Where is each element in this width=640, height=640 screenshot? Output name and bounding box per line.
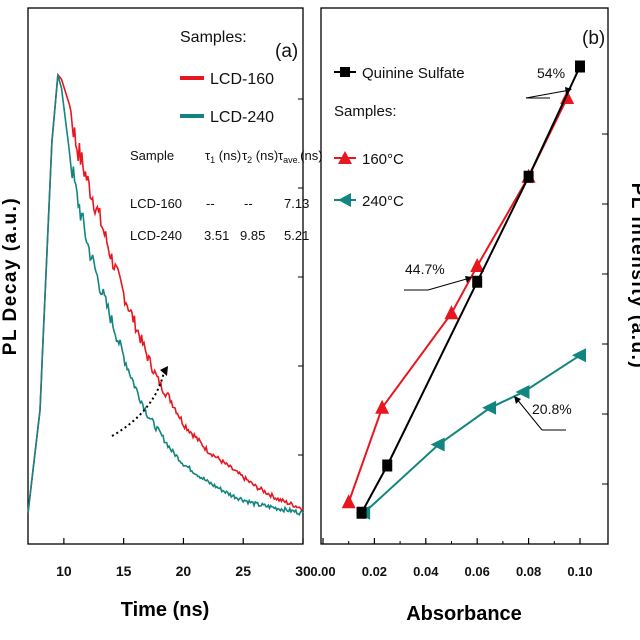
table-cell: -- xyxy=(244,196,253,211)
annotation-54-arrow xyxy=(525,89,571,99)
panel-b-xlabel: Absorbance xyxy=(406,603,522,625)
panel-b-x-ticks: 0.00 0.02 0.04 0.06 0.08 0.10 xyxy=(310,538,593,579)
panel-a: 10 15 20 25 30 (a) Samples: LCD-160 LCD-240 … xyxy=(0,7,323,621)
panel-b-y-ticks xyxy=(602,133,608,485)
data-point xyxy=(523,170,534,183)
x-tick-label: 0.06 xyxy=(465,564,490,579)
table-header-sample: Sample xyxy=(130,148,174,163)
x-tick-label: 20 xyxy=(176,563,192,579)
data-point xyxy=(572,348,586,363)
panel-b-series xyxy=(341,60,586,520)
annotation-20-8-arrow xyxy=(515,397,543,431)
panel-a-label: (a) xyxy=(275,41,298,62)
x-tick-label: 0.08 xyxy=(516,564,541,579)
series-line-240-c xyxy=(363,354,581,514)
table-cell: 3.51 xyxy=(204,228,229,243)
legend-marker-160c xyxy=(338,151,352,164)
data-point xyxy=(470,258,485,272)
x-tick-label: 30 xyxy=(295,563,311,579)
annotation-54-arrowhead xyxy=(565,87,572,94)
annotation-54: 54% xyxy=(537,65,565,81)
panel-b-ylabel: PL Intensity (a.u.) xyxy=(627,183,640,370)
data-point xyxy=(444,305,459,320)
panel-a-y-ticks xyxy=(298,98,303,456)
table-header-tau1: τ1 (ns) xyxy=(205,148,241,165)
table-cell: LCD-160 xyxy=(130,196,182,211)
x-tick-label: 25 xyxy=(235,563,251,579)
x-tick-label: 0.00 xyxy=(310,564,335,579)
annotation-44-7-arrowhead xyxy=(465,276,472,283)
table-cell: -- xyxy=(206,196,215,211)
data-point xyxy=(482,400,497,415)
x-tick-label: 15 xyxy=(116,563,132,579)
table-cell: 7.13 xyxy=(284,196,309,211)
panel-a-legend-title: Samples: xyxy=(180,29,247,46)
table-cell: LCD-240 xyxy=(130,228,182,243)
decay-arrow xyxy=(111,371,165,437)
x-tick-label: 0.10 xyxy=(567,564,592,579)
panel-b-frame xyxy=(320,7,609,545)
annotation-20-8-arrowhead xyxy=(514,396,521,404)
legend-label-240c: 240°C xyxy=(362,193,404,210)
legend-label-quinine-sulfate: Quinine Sulfate xyxy=(362,65,465,82)
data-point xyxy=(515,385,530,399)
decay-arrowhead xyxy=(160,366,168,376)
data-point xyxy=(375,399,390,414)
series-line-quinine-sulfate xyxy=(360,66,581,514)
table-header-tauave: τave.(ns) xyxy=(278,148,323,165)
legend-label-lcd-240: LCD-240 xyxy=(210,109,274,126)
legend-label-lcd-160: LCD-160 xyxy=(210,71,274,88)
panel-b-label: (b) xyxy=(582,28,605,49)
table-header-tau2: τ2 (ns) xyxy=(242,148,278,165)
lifetime-table: Sample τ1 (ns) τ2 (ns) τave.(ns) LCD-160… xyxy=(130,148,323,243)
panel-b-legend: Quinine Sulfate Samples: 160°C 240°C xyxy=(334,65,465,210)
x-tick-label: 0.02 xyxy=(362,564,387,579)
x-tick-label: 10 xyxy=(56,563,72,579)
data-point xyxy=(575,60,585,73)
panel-a-xlabel: Time (ns) xyxy=(121,599,210,621)
annotation-20-8: 20.8% xyxy=(532,401,572,417)
table-cell: 9.85 xyxy=(240,228,265,243)
panel-b: 0.00 0.02 0.04 0.06 0.08 0.10 (b) Quinine Sul… xyxy=(310,7,640,625)
data-point xyxy=(341,494,356,509)
data-point xyxy=(356,506,367,519)
panel-a-frame xyxy=(27,7,304,545)
legend-label-160c: 160°C xyxy=(362,151,404,168)
panel-b-legend-title: Samples: xyxy=(334,103,397,120)
legend-marker-quinine-sulfate xyxy=(340,67,350,77)
table-cell: 5.21 xyxy=(284,228,309,243)
annotation-44-7: 44.7% xyxy=(405,261,445,277)
annotation-44-7-arrow xyxy=(427,277,471,291)
data-point xyxy=(430,437,445,452)
x-tick-label: 0.04 xyxy=(413,564,439,579)
panel-a-series xyxy=(27,72,304,516)
data-point xyxy=(472,275,483,288)
data-point xyxy=(382,459,393,472)
legend-marker-240c xyxy=(338,193,351,207)
panel-a-ylabel: PL Decay (a.u.) xyxy=(0,197,21,355)
series-line-lcd-240 xyxy=(27,74,304,516)
series-line-lcd-160 xyxy=(27,72,304,514)
panel-a-x-ticks: 10 15 20 25 30 xyxy=(56,538,311,579)
